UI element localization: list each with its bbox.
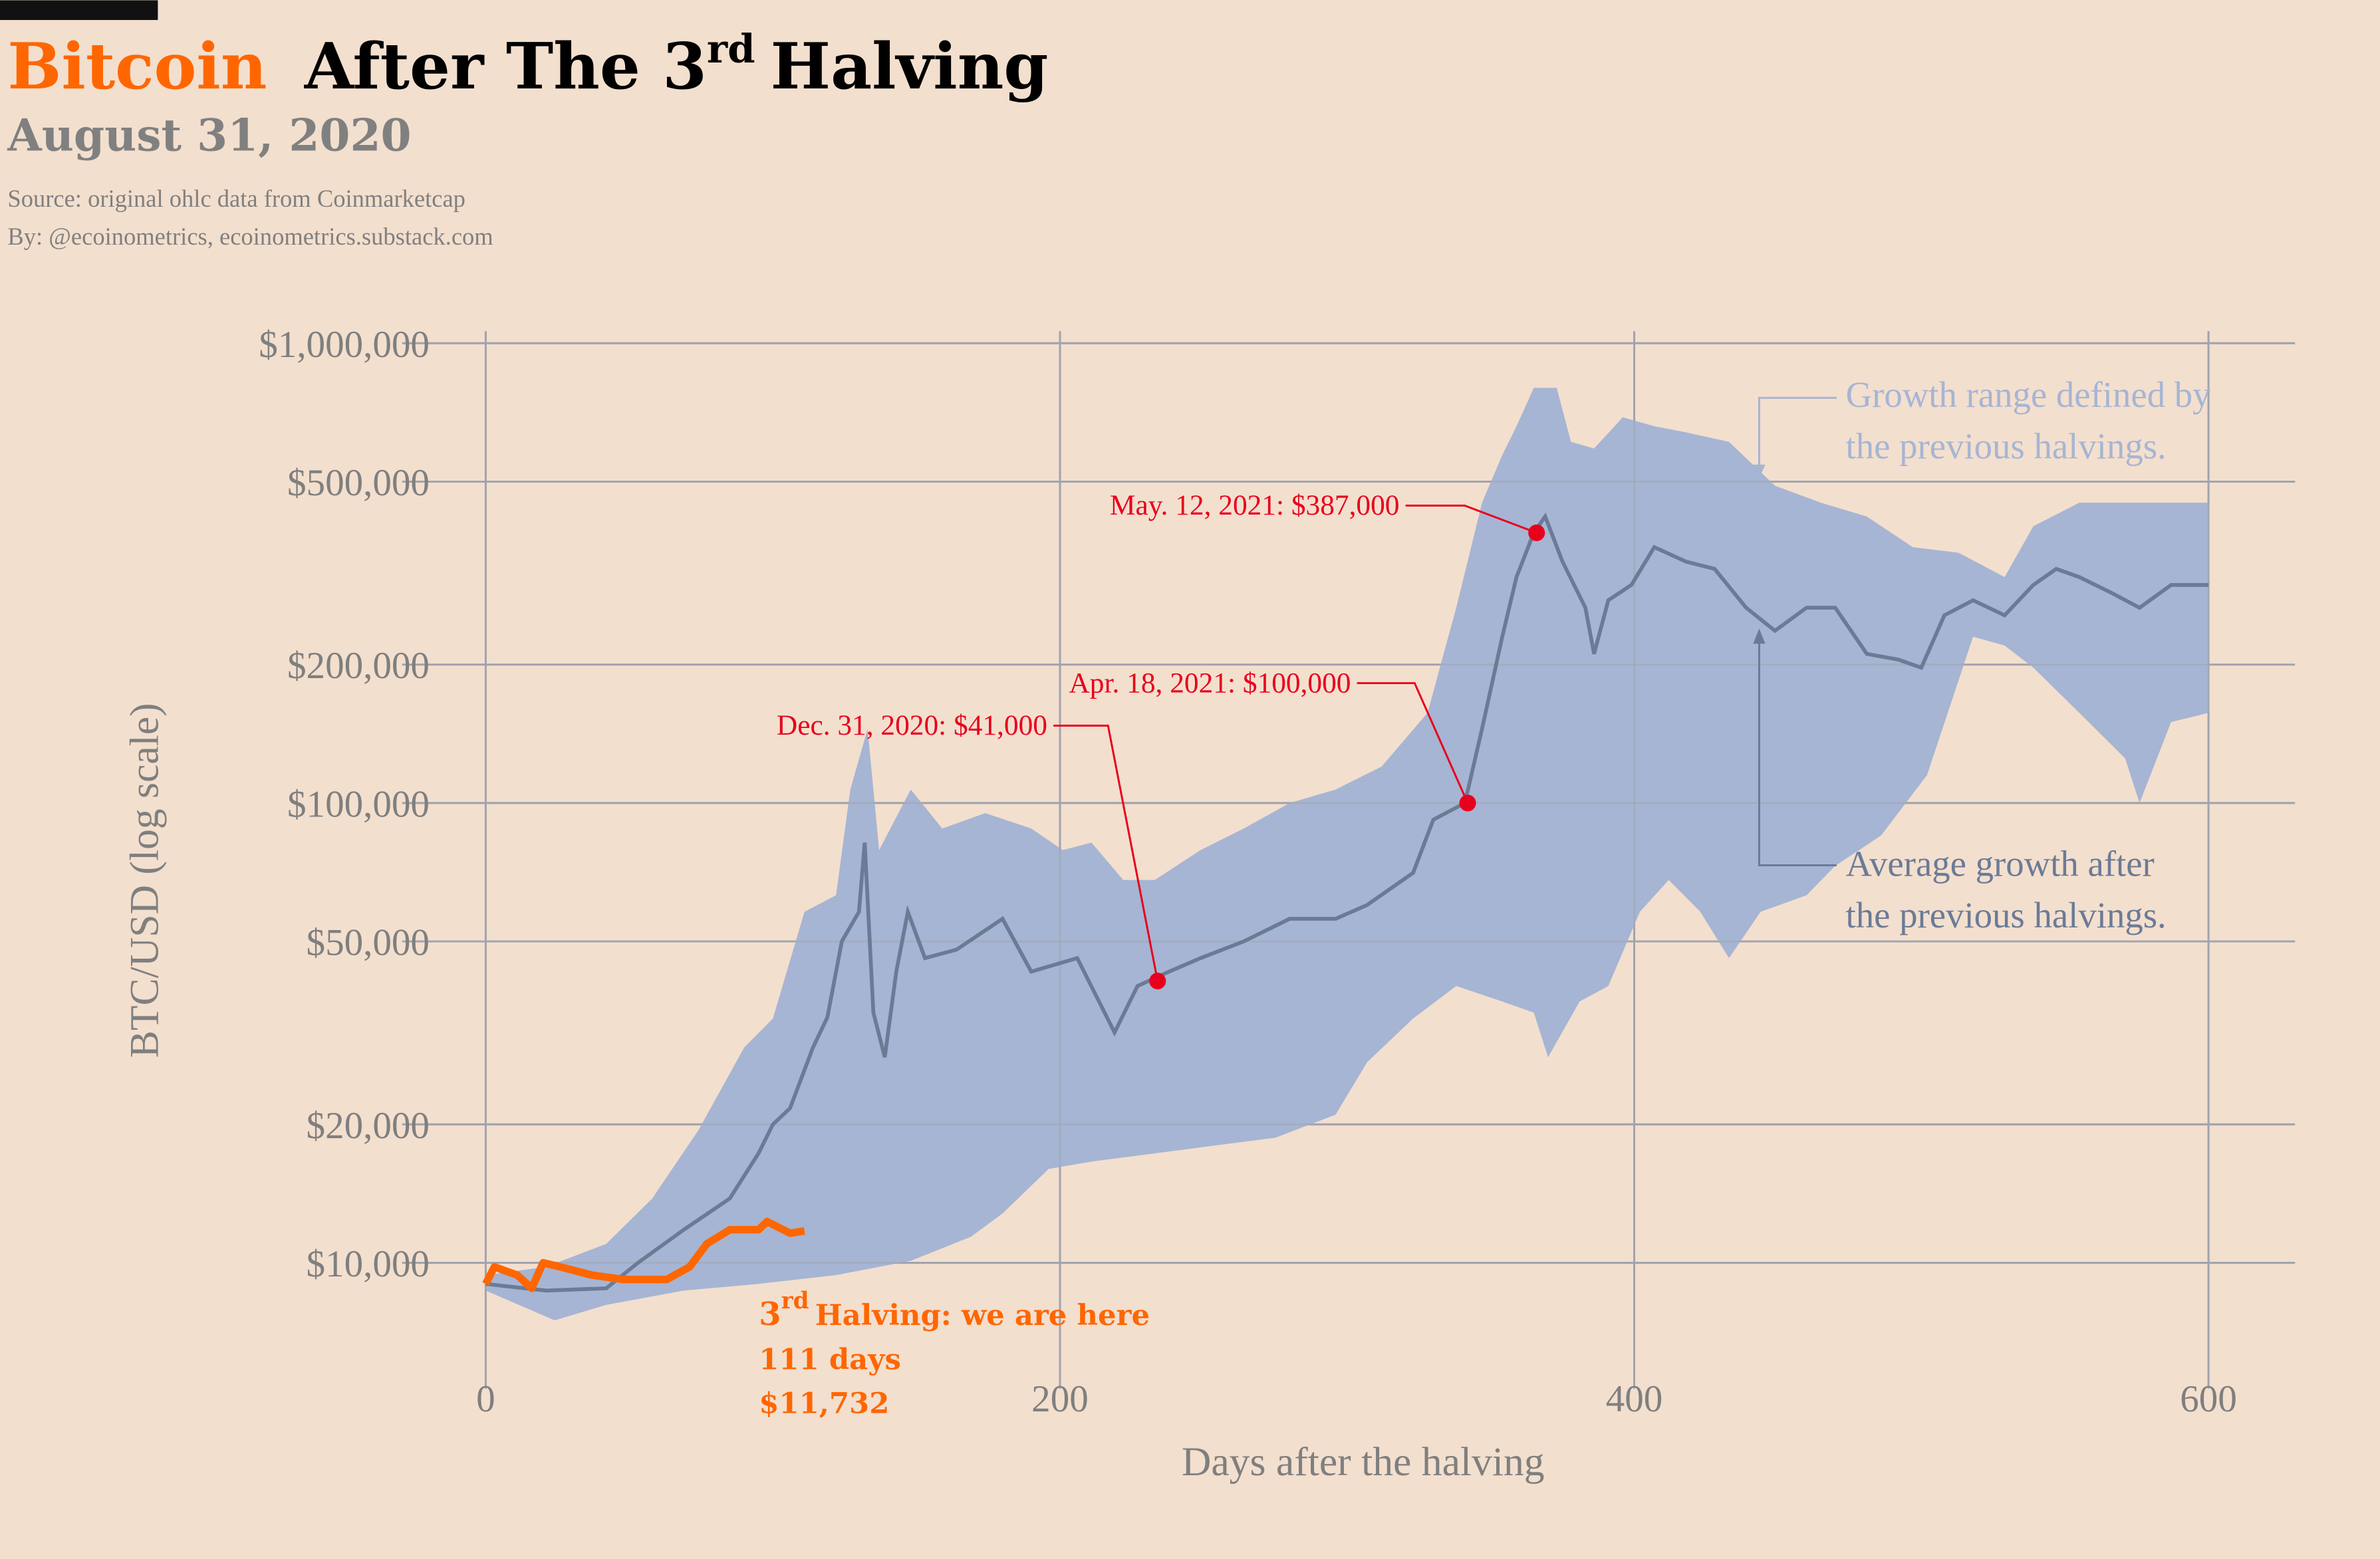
x-axis-label: Days after the halving (1182, 1439, 1545, 1485)
halving-text: Halving: we are here (815, 1298, 1150, 1332)
range-annotation-line2: the previous halvings. (1846, 426, 2167, 467)
range-annotation-line1: Growth range defined by (1846, 374, 2212, 415)
y-axis-label: BTC/USD (log scale) (122, 703, 167, 1058)
x-tick-label: 0 (476, 1378, 495, 1420)
average-annotation-line2: the previous halvings. (1846, 895, 2167, 935)
range-arrow-icon (1753, 464, 1766, 479)
highlight-point (1528, 524, 1545, 541)
header-bar (0, 0, 158, 21)
highlight-label: Dec. 31, 2020: $41,000 (777, 709, 1047, 741)
title-brand: Bitcoin (7, 29, 267, 104)
highlight-point (1149, 973, 1166, 990)
chart-subtitle: August 31, 2020 (7, 109, 411, 161)
highlight-leader (1357, 682, 1469, 804)
y-tick-label: $1,000,000 (259, 324, 430, 366)
y-tick-label: $20,000 (307, 1105, 430, 1147)
current-annotation-line3: $11,732 (759, 1386, 889, 1420)
x-tick-label: 200 (1031, 1378, 1089, 1420)
growth-range-band (485, 388, 2209, 1320)
average-annotation-leader (1758, 638, 1837, 866)
average-arrow-icon (1753, 628, 1766, 644)
highlight-label: May. 12, 2021: $387,000 (1110, 489, 1400, 521)
x-tick-label: 600 (2180, 1378, 2237, 1420)
y-tick-label: $100,000 (287, 783, 430, 825)
grid-overlay (402, 331, 2296, 1389)
current-annotation-line2: 111 days (759, 1342, 901, 1376)
x-tick-label: 400 (1606, 1378, 1663, 1420)
highlight-label: Apr. 18, 2021: $100,000 (1069, 667, 1351, 699)
average-annotation-line1: Average growth after (1846, 843, 2155, 884)
title-end: Halving (771, 29, 1049, 104)
source-note: Source: original ohlc data from Coinmark… (7, 185, 465, 212)
title-rest: After The 3 (304, 29, 707, 104)
y-tick-label: $10,000 (307, 1243, 430, 1285)
chart-title: Bitcoin After The 3rd Halving (7, 25, 1048, 104)
range-annotation-leader (1758, 396, 1837, 474)
highlight-point (1459, 794, 1476, 812)
byline: By: @ecoinometrics, ecoinometrics.substa… (7, 223, 493, 250)
highlights: Dec. 31, 2020: $41,000 Apr. 18, 2021: $10… (777, 489, 1545, 990)
highlight-leader (1405, 505, 1537, 534)
title-sup: rd (707, 25, 755, 72)
current-annotation: 3rd Halving: we are here 111 days $11,732 (759, 1288, 1150, 1420)
y-tick-label: $200,000 (287, 645, 430, 687)
y-tick-label: $500,000 (287, 462, 430, 504)
average-growth-line (485, 512, 2209, 1293)
axis-ticks: $10,000 $20,000 $50,000 $100,000 $200,000 $50… (259, 324, 2237, 1420)
halving-number: 3 (759, 1296, 781, 1333)
y-tick-label: $50,000 (307, 922, 430, 964)
current-annotation-line1: 3rd Halving: we are here (759, 1288, 1150, 1333)
highlight-leader (1053, 724, 1159, 981)
current-halving-line (482, 1217, 805, 1292)
halving-sup: rd (781, 1288, 809, 1314)
